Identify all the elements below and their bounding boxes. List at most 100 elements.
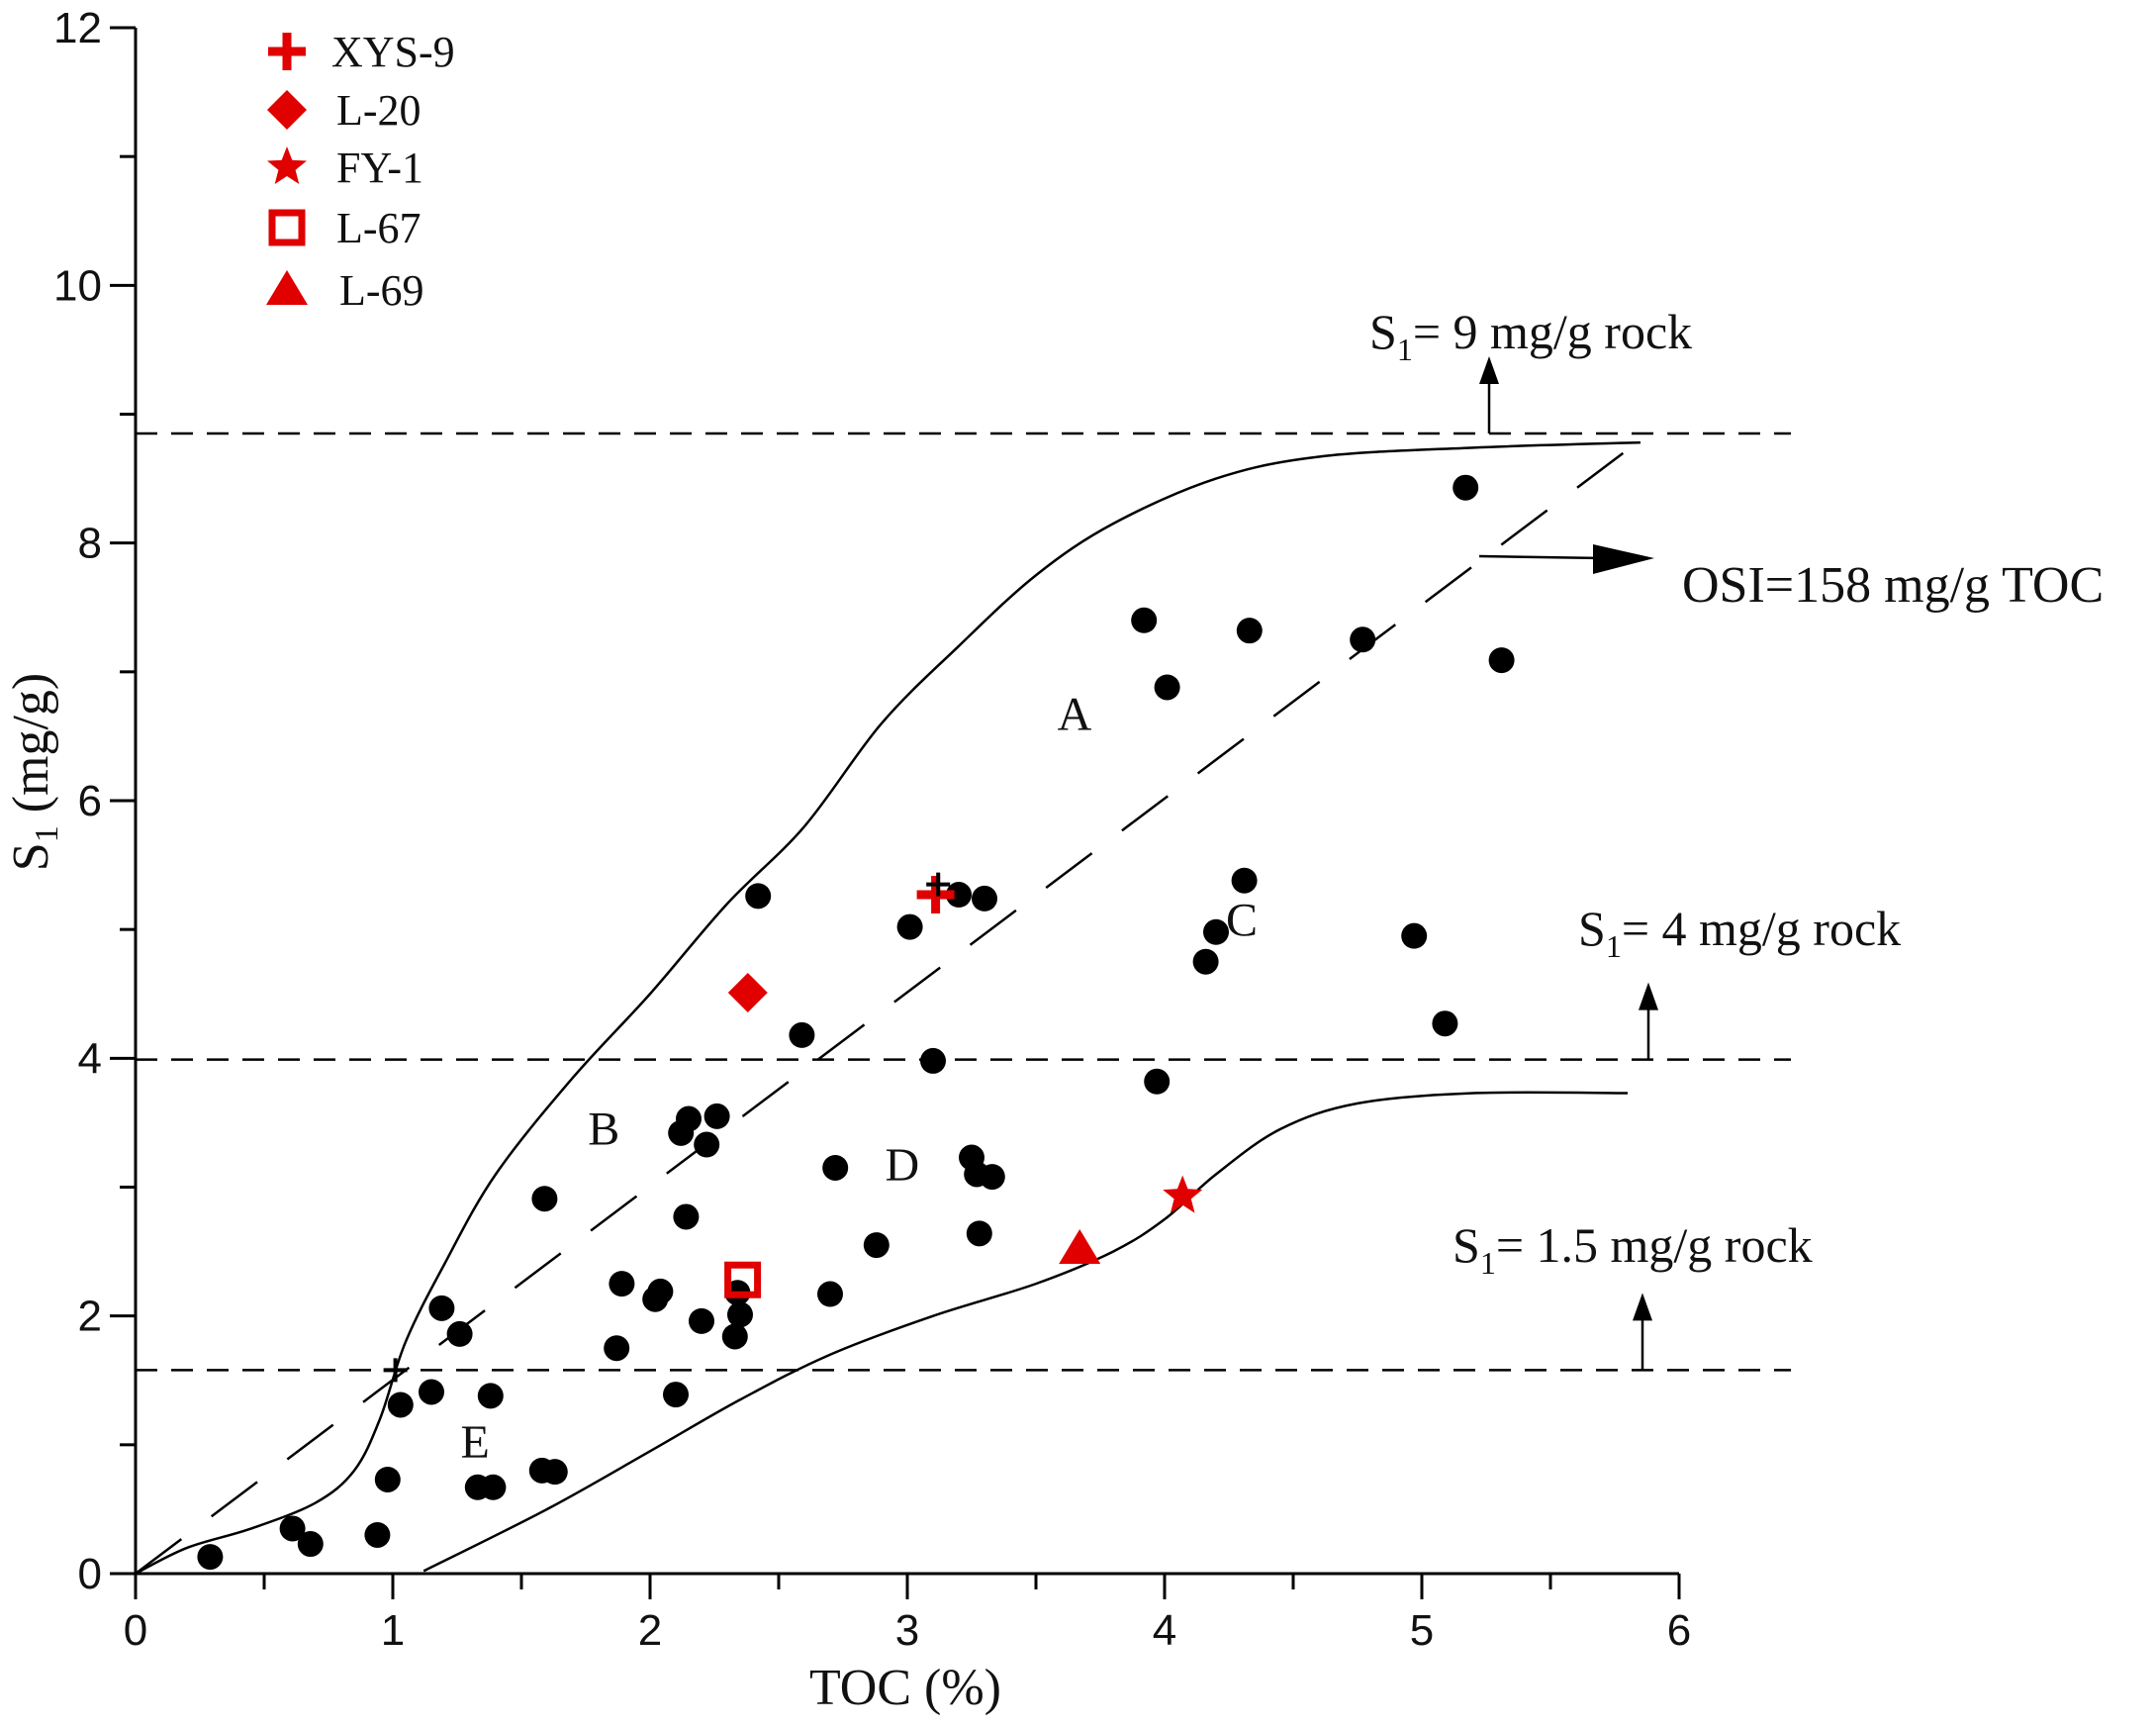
- data-point: [979, 1164, 1005, 1191]
- data-point: [477, 1383, 504, 1409]
- data-point-l-20: [727, 972, 768, 1012]
- region-label: A: [1058, 688, 1092, 740]
- osi-arrow-head: [1593, 544, 1654, 574]
- y-tick-label: 10: [53, 261, 102, 310]
- reference-arrow-head: [1639, 982, 1658, 1010]
- data-point: [1131, 607, 1158, 633]
- data-point: [1236, 618, 1263, 644]
- data-point: [531, 1186, 558, 1212]
- data-point: [817, 1281, 843, 1307]
- data-point-xys-9: [916, 876, 955, 914]
- data-point: [387, 1392, 414, 1418]
- data-point: [419, 1379, 444, 1405]
- data-point: [541, 1459, 568, 1486]
- data-point: [197, 1544, 224, 1571]
- data-point: [279, 1515, 306, 1542]
- data-point: [1488, 647, 1515, 674]
- points-layer: [197, 474, 1515, 1571]
- osi-line: [135, 438, 1641, 1575]
- legend-label-l-67: L-67: [336, 204, 422, 252]
- data-point-fy-1: [1163, 1175, 1203, 1213]
- region-label: D: [885, 1139, 919, 1192]
- legend-label-l-20: L-20: [336, 86, 422, 135]
- x-tick-label: 6: [1667, 1606, 1691, 1655]
- region-label: E: [461, 1416, 490, 1469]
- data-point: [896, 913, 923, 940]
- region-label: C: [1226, 895, 1258, 947]
- ref-label-9: S1= 9 mg/g rock: [1369, 304, 1692, 367]
- y-tick-label: 8: [78, 520, 102, 568]
- data-point: [374, 1466, 401, 1492]
- data-point: [920, 1047, 946, 1074]
- curve-layer: A B C D E: [135, 356, 1791, 1576]
- reference-arrow-head: [1633, 1293, 1652, 1321]
- x-tick-label: 2: [638, 1606, 662, 1655]
- data-point: [604, 1335, 630, 1362]
- ref-label-4: S1= 4 mg/g rock: [1578, 901, 1901, 964]
- data-point: [946, 882, 972, 909]
- legend-label-xys-9: XYS-9: [331, 28, 455, 76]
- data-point: [966, 1220, 992, 1247]
- legend-marker-fy-1: [267, 146, 307, 184]
- y-tick-label: 4: [78, 1034, 102, 1083]
- lower-envelope-curve: [422, 1091, 1629, 1573]
- legend-marker-l-20: [267, 90, 307, 130]
- data-point: [446, 1320, 473, 1347]
- y-tick-label: 0: [78, 1550, 102, 1598]
- legend-marker-l-69: [266, 270, 308, 305]
- x-tick-label: 3: [895, 1606, 919, 1655]
- data-point: [1192, 948, 1219, 975]
- data-point: [1144, 1068, 1171, 1095]
- data-point: [676, 1105, 702, 1132]
- data-point: [972, 885, 997, 912]
- data-point: [727, 1301, 753, 1328]
- data-point: [1432, 1010, 1458, 1037]
- data-point-l-67: [724, 1261, 762, 1298]
- upper-envelope-curve: [135, 440, 1641, 1576]
- labels-layer: TOC (%) S1 (mg/g) S1= 9 mg/g rock S1= 4 …: [3, 28, 2104, 1716]
- legend-label-l-69: L-69: [339, 266, 424, 315]
- ref-label-1-5: S1= 1.5 mg/g rock: [1453, 1217, 1813, 1281]
- osi-arrow-shaft: [1478, 554, 1604, 560]
- data-point: [789, 1021, 815, 1048]
- y-tick-label: 6: [78, 777, 102, 825]
- data-point: [1350, 626, 1376, 653]
- data-point: [703, 1103, 730, 1129]
- data-point: [694, 1131, 720, 1158]
- data-point: [745, 883, 772, 910]
- data-point: [297, 1531, 324, 1558]
- data-point: [689, 1307, 714, 1334]
- legend-marker-l-67: [268, 209, 306, 246]
- legend-marks: [266, 33, 308, 305]
- x-tick-label: 5: [1410, 1606, 1434, 1655]
- data-point-plus: [383, 1358, 408, 1383]
- legend-label-fy-1: FY-1: [336, 144, 423, 192]
- data-point: [1453, 474, 1479, 501]
- data-point: [863, 1232, 890, 1259]
- data-point: [1203, 918, 1229, 945]
- data-point: [364, 1521, 391, 1548]
- data-point: [428, 1295, 455, 1321]
- x-tick-label: 0: [124, 1606, 147, 1655]
- y-axis-label: S1 (mg/g): [3, 673, 65, 871]
- x-tick-label: 1: [381, 1606, 405, 1655]
- data-point: [609, 1271, 635, 1297]
- legend-marker-xys-9: [268, 33, 306, 70]
- data-point: [673, 1203, 700, 1230]
- data-point: [822, 1154, 849, 1181]
- data-point: [721, 1323, 748, 1350]
- data-point: [1231, 867, 1258, 894]
- data-point: [1401, 922, 1428, 949]
- data-point: [647, 1278, 674, 1304]
- x-tick-label: 4: [1153, 1606, 1176, 1655]
- osi-label: OSI=158 mg/g TOC: [1682, 557, 2104, 614]
- y-tick-label: 2: [78, 1293, 102, 1341]
- region-label: B: [588, 1104, 619, 1156]
- data-point: [480, 1474, 507, 1500]
- y-tick-label: 12: [53, 4, 102, 52]
- data-point: [663, 1382, 689, 1408]
- x-axis-label: TOC (%): [809, 1660, 1001, 1716]
- reference-arrow-head: [1479, 356, 1499, 385]
